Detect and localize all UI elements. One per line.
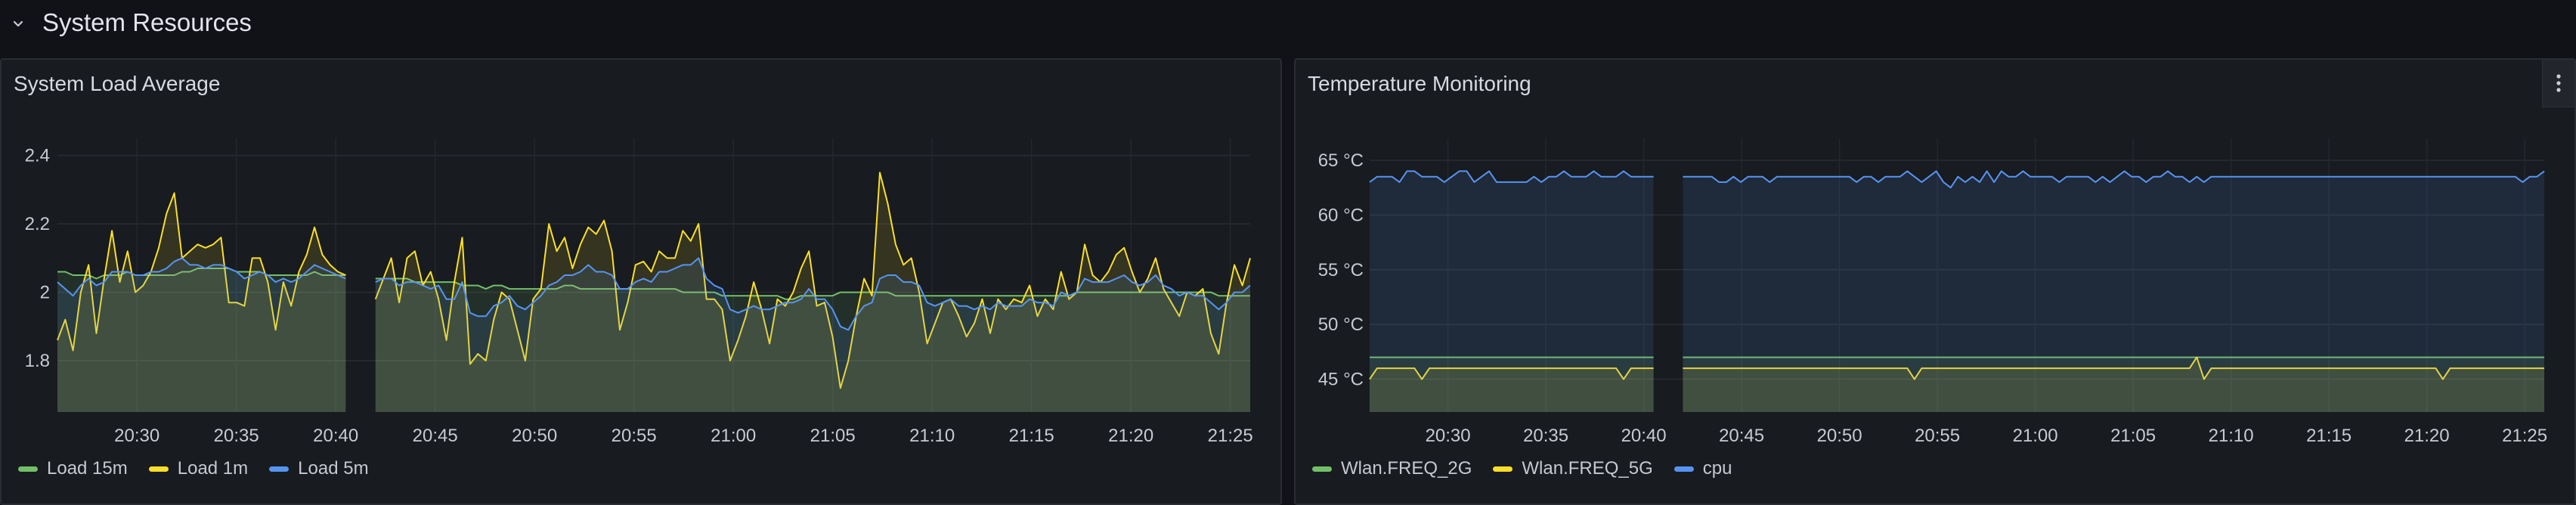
y-tick-label: 1.8 bbox=[25, 351, 50, 371]
x-tick-label: 21:10 bbox=[909, 426, 955, 446]
series-area-cpu bbox=[1370, 171, 1654, 412]
panel-title[interactable]: Temperature Monitoring bbox=[1308, 72, 1531, 95]
series-area-wlan-freq-2g bbox=[1370, 357, 1654, 412]
chart-temperature: 45 °C 50 °C 55 °C 60 °C 65 °C 20:30 20:35 20:40… bbox=[1318, 138, 2547, 446]
y-tick-label: 2.2 bbox=[25, 214, 50, 234]
panel-menu-button[interactable] bbox=[2542, 60, 2574, 107]
series-line-load-5m bbox=[57, 257, 346, 297]
series-line-load-15m bbox=[375, 277, 1250, 300]
legend-swatch bbox=[269, 466, 289, 472]
panel-temperature: Temperature Monitoring 45 °C 50 °C 55 °C 60… bbox=[1294, 58, 2576, 505]
x-tick-label: 20:40 bbox=[1621, 426, 1667, 446]
chart-legend: Load 15m Load 1m Load 5m bbox=[18, 458, 369, 479]
x-tick-label: 20:45 bbox=[1719, 426, 1764, 446]
chart-legend: Wlan.FREQ_2G Wlan.FREQ_5G cpu bbox=[1312, 458, 1732, 479]
x-tick-label: 20:55 bbox=[1915, 426, 1960, 446]
legend-swatch bbox=[18, 466, 38, 472]
x-tick-label: 20:35 bbox=[1523, 426, 1568, 446]
panel-system-load: System Load Average 1.8 2 2.2 2.4 20:30 20:35… bbox=[0, 58, 1282, 505]
x-tick-label: 20:45 bbox=[413, 426, 458, 446]
legend-swatch bbox=[1312, 466, 1332, 472]
x-tick-label: 21:20 bbox=[2404, 426, 2450, 446]
x-tick-label: 20:30 bbox=[114, 426, 159, 446]
x-tick-label: 21:20 bbox=[1108, 426, 1153, 446]
x-tick-label: 21:15 bbox=[1009, 426, 1054, 446]
x-tick-label: 20:50 bbox=[1817, 426, 1862, 446]
chevron-down-icon[interactable] bbox=[11, 17, 26, 32]
chart-system-load: 1.8 2 2.2 2.4 20:30 20:35 20:40 20:45 20:50 20:55… bbox=[25, 138, 1253, 446]
series-area-wlan-freq-5g bbox=[1370, 368, 1654, 412]
series-line-wlan-freq-5g bbox=[1683, 356, 2544, 380]
series-line-cpu bbox=[1369, 170, 1654, 183]
x-tick-label: 21:25 bbox=[1208, 426, 1253, 446]
x-tick-label: 20:30 bbox=[1426, 426, 1471, 446]
series-area-load-5m bbox=[375, 258, 1250, 412]
x-tick-label: 21:05 bbox=[2110, 426, 2156, 446]
legend-swatch bbox=[1673, 466, 1694, 472]
row-header[interactable]: System Resources bbox=[0, 0, 2576, 47]
series-area-load-15m bbox=[375, 278, 1250, 412]
y-tick-label: 2.4 bbox=[25, 146, 50, 166]
legend-item[interactable]: Wlan.FREQ_2G bbox=[1312, 458, 1472, 479]
legend-item[interactable]: cpu bbox=[1673, 458, 1732, 479]
x-tick-label: 21:00 bbox=[711, 426, 756, 446]
legend-swatch bbox=[1493, 466, 1513, 472]
series-area-load-1m bbox=[57, 193, 346, 412]
x-tick-label: 21:05 bbox=[810, 426, 856, 446]
series-area-wlan-freq-5g bbox=[1683, 357, 2544, 412]
legend-item[interactable]: Load 1m bbox=[148, 458, 249, 479]
kebab-menu-icon bbox=[2556, 74, 2561, 92]
x-tick-label: 21:25 bbox=[2502, 426, 2547, 446]
x-tick-label: 20:40 bbox=[313, 426, 358, 446]
series-area-load-5m bbox=[57, 258, 346, 412]
legend-label: Load 1m bbox=[177, 458, 249, 479]
y-tick-label: 50 °C bbox=[1318, 314, 1364, 335]
x-tick-label: 21:15 bbox=[2306, 426, 2352, 446]
series-line-load-5m bbox=[375, 257, 1251, 331]
x-tick-label: 20:55 bbox=[611, 426, 657, 446]
legend-item[interactable]: Load 5m bbox=[269, 458, 369, 479]
x-tick-label: 21:00 bbox=[2013, 426, 2058, 446]
legend-label: Wlan.FREQ_2G bbox=[1341, 458, 1472, 479]
legend-label: Load 15m bbox=[47, 458, 128, 479]
series-line-load-1m bbox=[57, 192, 346, 352]
legend-label: Load 5m bbox=[298, 458, 369, 479]
legend-label: Wlan.FREQ_5G bbox=[1522, 458, 1653, 479]
legend-item[interactable]: Wlan.FREQ_5G bbox=[1493, 458, 1653, 479]
legend-label: cpu bbox=[1702, 458, 1732, 479]
series-line-load-1m bbox=[374, 172, 1251, 389]
series-area-wlan-freq-2g bbox=[1683, 357, 2544, 412]
x-tick-label: 20:50 bbox=[512, 426, 557, 446]
y-tick-label: 60 °C bbox=[1318, 205, 1364, 225]
row-title[interactable]: System Resources bbox=[42, 8, 252, 36]
y-tick-label: 55 °C bbox=[1318, 260, 1364, 280]
y-tick-label: 45 °C bbox=[1318, 370, 1364, 390]
series-line-wlan-freq-5g bbox=[1369, 367, 1654, 380]
legend-swatch bbox=[148, 466, 169, 472]
x-tick-label: 21:10 bbox=[2209, 426, 2254, 446]
series-area-load-15m bbox=[57, 268, 346, 412]
panel-title[interactable]: System Load Average bbox=[14, 72, 221, 95]
legend-item[interactable]: Load 15m bbox=[18, 458, 128, 479]
y-tick-label: 2 bbox=[40, 283, 50, 303]
series-area-cpu bbox=[1683, 171, 2544, 412]
x-tick-label: 20:35 bbox=[214, 426, 259, 446]
y-tick-label: 65 °C bbox=[1318, 150, 1364, 171]
series-line-cpu bbox=[1683, 170, 2545, 189]
